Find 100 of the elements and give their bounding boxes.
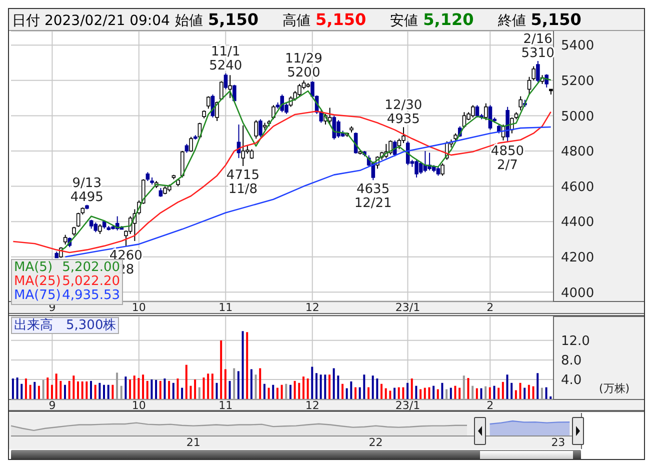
bar (450, 388, 452, 399)
bar (202, 378, 205, 399)
candlestick (250, 148, 254, 160)
y-tick-label: 5200 (561, 74, 594, 90)
bar (112, 384, 114, 399)
bar (536, 373, 539, 399)
x-tick-label: 11 (218, 300, 233, 314)
bar (211, 374, 214, 399)
text: 始値 5,150 高値 5,150 安値 5,120 終値 5,150 (174, 10, 582, 29)
bar (60, 380, 62, 399)
bar (550, 396, 552, 399)
bar (280, 384, 283, 399)
bar (24, 378, 27, 399)
bar (398, 387, 400, 399)
bar (72, 376, 75, 399)
bar (514, 390, 517, 399)
bar (107, 384, 110, 399)
bar (294, 380, 296, 399)
bar (306, 378, 309, 399)
bar (142, 374, 144, 399)
bar (493, 386, 496, 399)
x-tick-label: 10 (132, 300, 146, 314)
bar (194, 379, 196, 399)
bar (155, 380, 158, 399)
x-tick-label: 23/1 (395, 300, 420, 314)
bar (233, 368, 236, 399)
bar (94, 384, 96, 399)
y-tick-label: 4800 (561, 144, 594, 160)
bar (506, 374, 508, 399)
bar (164, 378, 166, 399)
bar (540, 388, 543, 399)
y-tick-label: 4600 (561, 180, 594, 195)
bar (332, 368, 335, 399)
bar (376, 378, 378, 399)
bar (328, 374, 330, 399)
y-tick-label: 4400 (561, 215, 594, 230)
series-label: MA(25) (14, 274, 61, 289)
candlestick (440, 162, 444, 176)
bar (237, 371, 240, 399)
bar (20, 384, 23, 399)
bar (246, 332, 248, 399)
bar (159, 380, 162, 399)
y-axis-title: (万株) (599, 381, 630, 396)
bar (168, 380, 170, 399)
x-tick-label: 10 (132, 398, 146, 412)
bar (350, 381, 352, 399)
bar (315, 373, 318, 399)
annotation: 9/13 4495 (70, 176, 104, 205)
line-series (60, 77, 552, 252)
bar (488, 387, 491, 399)
bar (120, 386, 122, 399)
series-label: MA(5) (14, 260, 53, 275)
bar (76, 381, 79, 399)
bar (436, 389, 439, 399)
bar (172, 382, 174, 399)
x-tick-label: 12 (305, 398, 320, 412)
bar (476, 388, 478, 399)
annotation: 4850 2/7 (490, 144, 524, 174)
bar (68, 380, 70, 399)
candlestick (63, 234, 68, 246)
bar (12, 378, 14, 399)
x-tick-label: 11 (218, 398, 233, 412)
annotation: 4,935.53 (62, 288, 120, 303)
bar (133, 376, 136, 399)
bar (198, 387, 200, 399)
candlestick (76, 212, 80, 228)
candlestick (258, 118, 262, 138)
candlestick (280, 94, 284, 113)
annotation: 4715 11/8 (226, 168, 260, 197)
y-tick-label: 5000 (561, 109, 594, 124)
bar (259, 368, 262, 399)
bar (406, 382, 409, 399)
bar (394, 388, 396, 399)
annotation: 5,022.20 (62, 274, 120, 289)
bar (467, 378, 470, 399)
bar (116, 372, 118, 399)
bar (263, 384, 266, 399)
candlestick (536, 60, 540, 83)
line-series (64, 126, 552, 258)
bar (42, 380, 44, 399)
x-tick-label: 12 (305, 300, 320, 314)
bar (354, 387, 356, 399)
bar (358, 387, 361, 399)
bar (337, 376, 340, 399)
bar (462, 376, 465, 399)
bar (498, 388, 500, 399)
candlestick (254, 120, 258, 140)
annotation: 4635 12/21 (354, 182, 392, 212)
bar (46, 378, 49, 399)
bar (38, 386, 40, 399)
bar (380, 384, 383, 399)
x-tick-label: 22 (368, 436, 383, 449)
annotation: 11/29 5200 (284, 51, 322, 80)
annotation: 12/30 4935 (384, 98, 422, 128)
bar (220, 340, 222, 399)
bar (472, 386, 474, 399)
bar (402, 387, 404, 399)
bar (138, 378, 140, 399)
x-tick-label: 21 (186, 436, 200, 449)
candlestick (224, 72, 228, 90)
